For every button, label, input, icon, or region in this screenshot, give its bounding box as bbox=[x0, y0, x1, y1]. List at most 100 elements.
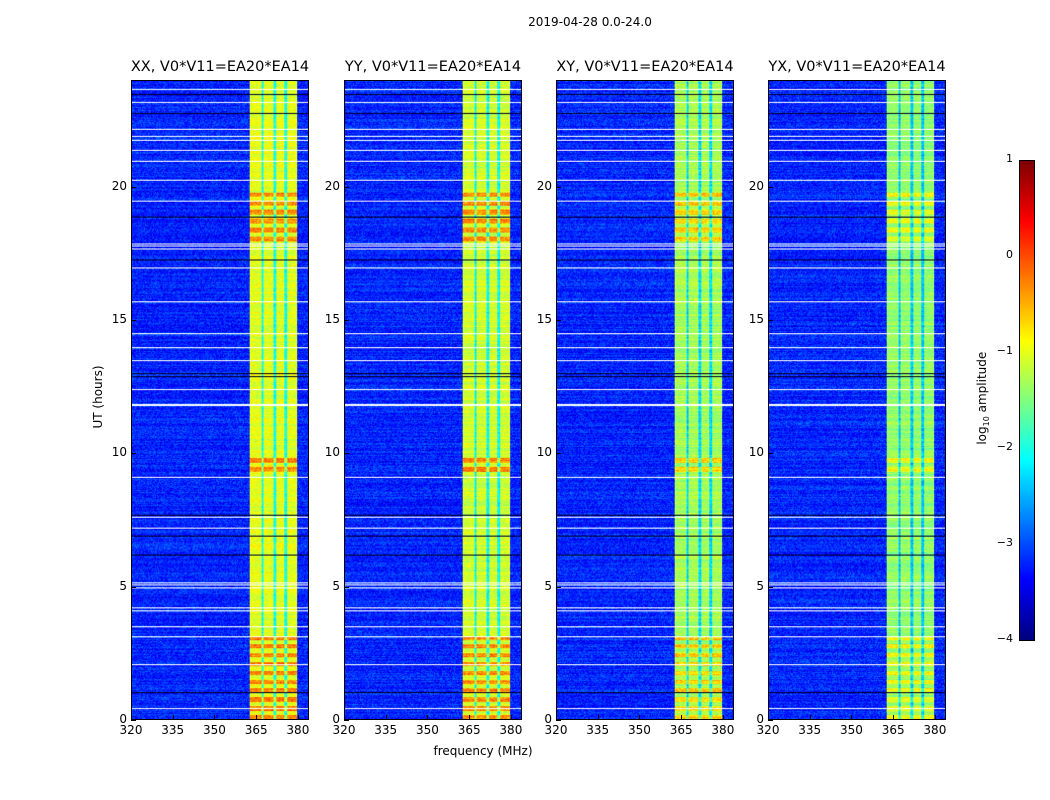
y-tick-mark bbox=[344, 186, 349, 188]
y-tick-mark bbox=[768, 453, 773, 455]
x-tick-mark bbox=[131, 715, 132, 720]
colorbar-tick-label: 0 bbox=[1006, 248, 1013, 261]
y-tick-mark bbox=[131, 186, 136, 188]
x-tick-mark bbox=[893, 715, 895, 720]
x-axis-label: frequency (MHz) bbox=[433, 744, 533, 758]
colorbar-tick-label: −3 bbox=[996, 536, 1013, 549]
x-tick-mark bbox=[851, 715, 853, 720]
x-tick-label: 380 bbox=[286, 723, 310, 737]
colorbar-tick-label: −1 bbox=[996, 344, 1013, 357]
x-tick-mark bbox=[256, 715, 258, 720]
y-tick-mark bbox=[556, 586, 561, 588]
x-tick-label: 350 bbox=[839, 723, 863, 737]
x-tick-label: 335 bbox=[586, 723, 610, 737]
y-tick-label: 20 bbox=[536, 178, 552, 193]
y-tick-mark bbox=[344, 586, 349, 588]
y-tick-label: 5 bbox=[544, 578, 552, 593]
y-tick-mark bbox=[556, 453, 561, 455]
x-tick-label: 380 bbox=[711, 723, 735, 737]
x-tick-mark bbox=[214, 715, 216, 720]
y-tick-mark bbox=[344, 453, 349, 455]
x-tick-label: 335 bbox=[798, 723, 822, 737]
x-tick-label: 365 bbox=[457, 723, 481, 737]
y-tick-mark bbox=[131, 586, 136, 588]
panel-title: XX, V0*V11=EA20*EA14 bbox=[130, 59, 310, 75]
x-tick-label: 335 bbox=[161, 723, 185, 737]
colorbar-tick-label: −4 bbox=[996, 632, 1013, 645]
y-tick-mark bbox=[344, 720, 349, 721]
y-tick-mark bbox=[556, 186, 561, 188]
x-tick-mark bbox=[722, 715, 724, 720]
y-tick-label: 10 bbox=[324, 445, 340, 460]
x-tick-label: 380 bbox=[923, 723, 947, 737]
x-tick-mark bbox=[385, 715, 387, 720]
y-tick-label: 20 bbox=[111, 178, 127, 193]
y-tick-label: 0 bbox=[119, 712, 127, 726]
y-tick-label: 10 bbox=[111, 445, 127, 460]
y-tick-label: 10 bbox=[748, 445, 764, 460]
x-tick-label: 320 bbox=[544, 723, 568, 737]
x-tick-mark bbox=[556, 715, 557, 720]
x-tick-mark bbox=[172, 715, 174, 720]
colorbar-label: log10 amplitude bbox=[975, 333, 991, 463]
y-tick-label: 0 bbox=[756, 712, 764, 726]
colorbar-tick-label: −2 bbox=[996, 440, 1013, 453]
x-tick-label: 320 bbox=[119, 723, 143, 737]
y-tick-label: 20 bbox=[748, 178, 764, 193]
y-tick-mark bbox=[131, 720, 136, 721]
colorbar-tick-label: 1 bbox=[1006, 152, 1013, 165]
colorbar-label-log: log bbox=[974, 426, 989, 445]
y-tick-mark bbox=[344, 320, 349, 321]
colorbar-label-sub: 10 bbox=[982, 416, 992, 427]
y-tick-label: 15 bbox=[111, 312, 127, 326]
x-tick-label: 365 bbox=[244, 723, 268, 737]
y-tick-mark bbox=[556, 720, 561, 721]
x-tick-mark bbox=[427, 715, 429, 720]
y-tick-label: 15 bbox=[536, 312, 552, 326]
y-tick-label: 5 bbox=[332, 578, 340, 593]
y-tick-label: 5 bbox=[119, 578, 127, 593]
y-tick-label: 5 bbox=[756, 578, 764, 593]
y-tick-mark bbox=[556, 320, 561, 321]
y-tick-label: 15 bbox=[748, 312, 764, 326]
x-tick-label: 320 bbox=[756, 723, 780, 737]
y-tick-label: 0 bbox=[544, 712, 552, 726]
y-tick-mark bbox=[768, 320, 773, 321]
x-tick-label: 335 bbox=[374, 723, 398, 737]
x-tick-label: 365 bbox=[669, 723, 693, 737]
x-tick-mark bbox=[639, 715, 641, 720]
panel-title: XY, V0*V11=EA20*EA14 bbox=[556, 59, 734, 75]
waterfall-heatmap bbox=[344, 80, 522, 720]
x-tick-label: 380 bbox=[499, 723, 523, 737]
x-tick-mark bbox=[510, 715, 512, 720]
x-tick-mark bbox=[469, 715, 471, 720]
figure-title: 2019-04-28 0.0-24.0 bbox=[528, 15, 652, 29]
y-tick-mark bbox=[768, 586, 773, 588]
x-tick-mark bbox=[597, 715, 599, 720]
y-tick-mark bbox=[768, 186, 773, 188]
x-tick-label: 365 bbox=[881, 723, 905, 737]
x-tick-mark bbox=[297, 715, 299, 720]
x-tick-label: 350 bbox=[202, 723, 226, 737]
y-tick-label: 15 bbox=[324, 312, 340, 326]
x-tick-mark bbox=[681, 715, 683, 720]
x-tick-mark bbox=[768, 715, 769, 720]
x-tick-mark bbox=[934, 715, 936, 720]
panel-title: YY, V0*V11=EA20*EA14 bbox=[344, 59, 522, 75]
y-tick-mark bbox=[131, 320, 136, 321]
y-tick-label: 10 bbox=[536, 445, 552, 460]
y-tick-label: 0 bbox=[332, 712, 340, 726]
x-tick-mark bbox=[809, 715, 811, 720]
x-tick-label: 350 bbox=[627, 723, 651, 737]
x-tick-mark bbox=[344, 715, 345, 720]
colorbar-label-text: amplitude bbox=[974, 351, 989, 417]
waterfall-heatmap bbox=[556, 80, 734, 720]
waterfall-heatmap bbox=[768, 80, 946, 720]
waterfall-heatmap bbox=[131, 80, 309, 720]
y-tick-label: 20 bbox=[324, 178, 340, 193]
panel-title: YX, V0*V11=EA20*EA14 bbox=[768, 59, 946, 75]
y-tick-mark bbox=[131, 453, 136, 455]
x-tick-label: 320 bbox=[332, 723, 356, 737]
y-axis-label: UT (hours) bbox=[91, 365, 105, 429]
